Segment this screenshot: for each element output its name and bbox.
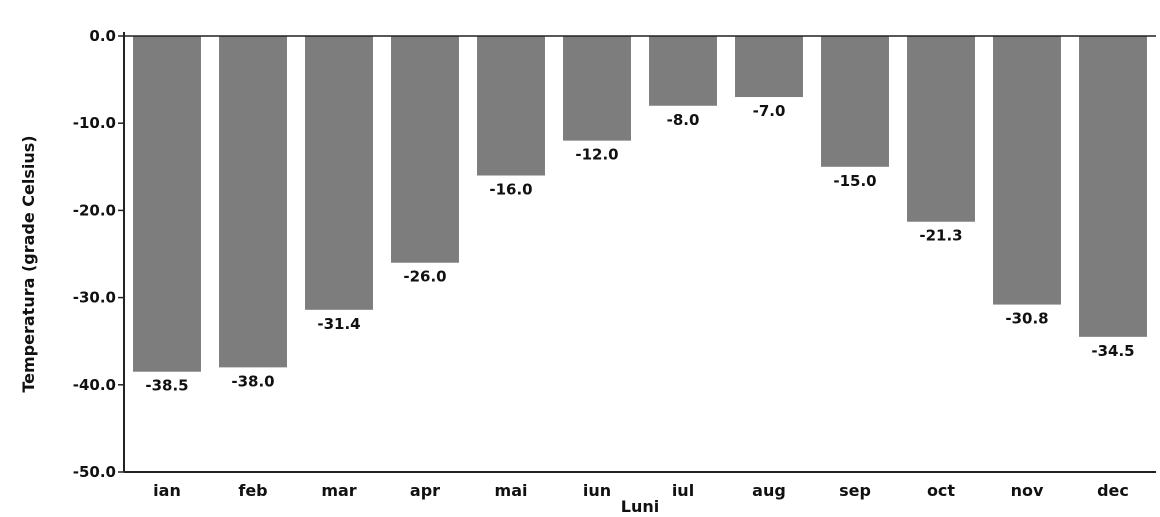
bar-ian xyxy=(133,36,201,372)
value-label-feb: -38.0 xyxy=(231,372,274,390)
y-ticks-layer: 0.0 -10.0 -20.0 -30.0 -40.0 -50.0 xyxy=(73,27,124,481)
x-tick-label-feb: feb xyxy=(238,481,267,500)
bar-apr xyxy=(391,36,459,263)
bar-nov xyxy=(993,36,1061,305)
bar-mai xyxy=(477,36,545,176)
y-tick-label: 0.0 xyxy=(89,27,116,45)
value-label-sep: -15.0 xyxy=(833,172,876,190)
value-label-oct: -21.3 xyxy=(919,227,962,245)
x-tick-label-dec: dec xyxy=(1097,481,1129,500)
axes-layer xyxy=(123,32,1156,473)
x-tick-label-sep: sep xyxy=(839,481,871,500)
x-tick-label-aug: aug xyxy=(752,481,786,500)
value-label-mai: -16.0 xyxy=(489,181,532,199)
bar-oct xyxy=(907,36,975,222)
value-label-aug: -7.0 xyxy=(753,102,786,120)
value-label-iul: -8.0 xyxy=(667,111,700,129)
x-tick-label-iul: iul xyxy=(672,481,694,500)
x-axis-title: Luni xyxy=(621,497,659,516)
bar-iun xyxy=(563,36,631,141)
value-label-iun: -12.0 xyxy=(575,146,618,164)
y-tick-label: -10.0 xyxy=(73,114,116,132)
x-tick-label-iun: iun xyxy=(583,481,611,500)
bar-sep xyxy=(821,36,889,167)
x-tick-label-mar: mar xyxy=(321,481,356,500)
x-tick-label-oct: oct xyxy=(927,481,955,500)
y-tick-label: -50.0 xyxy=(73,463,116,481)
value-label-apr: -26.0 xyxy=(403,268,446,286)
bar-aug xyxy=(735,36,803,98)
value-label-dec: -34.5 xyxy=(1091,342,1134,360)
x-tick-label-nov: nov xyxy=(1011,481,1044,500)
y-axis-title: Temperatura (grade Celsius) xyxy=(19,135,38,392)
value-label-nov: -30.8 xyxy=(1005,310,1048,328)
value-label-ian: -38.5 xyxy=(145,377,188,395)
x-tick-label-ian: ian xyxy=(153,481,181,500)
bar-dec xyxy=(1079,36,1147,337)
y-tick-label: -20.0 xyxy=(73,201,116,219)
x-ticks-layer: ian feb mar apr mai iun iul aug sep oct nov dec xyxy=(153,481,1129,500)
y-tick-label: -30.0 xyxy=(73,289,116,307)
value-labels-layer: -38.5 -38.0 -31.4 -26.0 -16.0 -12.0 -8.0 -7.0 -1… xyxy=(145,102,1134,395)
y-tick-label: -40.0 xyxy=(73,376,116,394)
bars-layer xyxy=(133,36,1147,372)
bar-mar xyxy=(305,36,373,310)
bar-feb xyxy=(219,36,287,368)
x-tick-label-apr: apr xyxy=(410,481,440,500)
x-tick-label-mai: mai xyxy=(495,481,528,500)
value-label-mar: -31.4 xyxy=(317,315,360,333)
bar-iul xyxy=(649,36,717,106)
